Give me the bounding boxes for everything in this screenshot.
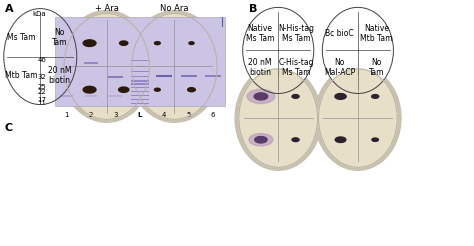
Text: kDa: kDa [33, 11, 46, 17]
Bar [131, 83, 149, 85]
Bar [131, 87, 149, 88]
Bar [131, 71, 149, 72]
Text: 22: 22 [38, 89, 46, 95]
Circle shape [247, 89, 275, 104]
Bar [131, 91, 149, 92]
Ellipse shape [4, 9, 77, 105]
Text: 25: 25 [38, 84, 46, 90]
Bar [131, 80, 149, 82]
Circle shape [249, 134, 273, 146]
Ellipse shape [319, 69, 397, 167]
Bar [84, 62, 99, 64]
Text: No
Tam: No Tam [369, 58, 384, 77]
Text: 46: 46 [37, 57, 46, 63]
Circle shape [155, 42, 160, 45]
Circle shape [372, 138, 378, 141]
Text: 4: 4 [162, 112, 166, 118]
Text: + Ara: + Ara [95, 4, 118, 13]
Bar [205, 75, 220, 77]
Bar [131, 76, 149, 77]
Text: No
Tam: No Tam [52, 28, 67, 47]
Ellipse shape [64, 14, 149, 119]
Text: L: L [137, 112, 142, 118]
Ellipse shape [243, 7, 314, 93]
Text: 6: 6 [211, 112, 215, 118]
Text: Mtb Tam: Mtb Tam [5, 71, 37, 80]
Bar [131, 95, 149, 96]
Text: Bc bioC: Bc bioC [325, 29, 354, 38]
Circle shape [372, 95, 379, 98]
Text: C: C [5, 123, 13, 133]
Circle shape [292, 95, 299, 98]
Circle shape [254, 93, 268, 100]
Ellipse shape [239, 69, 318, 167]
Ellipse shape [132, 14, 217, 119]
Text: N-His-tag
Ms Tam: N-His-tag Ms Tam [279, 24, 315, 43]
Circle shape [292, 138, 299, 141]
Bar [109, 95, 121, 97]
Circle shape [255, 137, 267, 143]
Text: A: A [5, 4, 13, 14]
Bar [181, 75, 197, 77]
Text: 3: 3 [113, 112, 118, 118]
Text: 32: 32 [37, 75, 46, 80]
Text: No
Mal-ACP: No Mal-ACP [324, 58, 355, 77]
Bar [108, 76, 123, 78]
Bar [156, 75, 173, 77]
Bar [131, 60, 149, 61]
Bar [55, 17, 225, 106]
Circle shape [188, 88, 195, 92]
Text: 11: 11 [37, 100, 46, 106]
Text: Native
Ms Tam: Native Ms Tam [246, 24, 274, 43]
Circle shape [335, 93, 346, 99]
Ellipse shape [315, 66, 401, 170]
Text: 17: 17 [37, 97, 46, 103]
Ellipse shape [322, 7, 393, 93]
Text: 20 nM
biotin: 20 nM biotin [47, 66, 71, 85]
Circle shape [189, 42, 194, 45]
Text: Native
Mtb Tam: Native Mtb Tam [360, 24, 392, 43]
Text: No Ara: No Ara [160, 4, 189, 13]
Bar [131, 103, 149, 104]
Text: B: B [249, 4, 257, 14]
Text: 1: 1 [64, 112, 69, 118]
Text: 5: 5 [186, 112, 191, 118]
Text: Ms Tam: Ms Tam [7, 33, 36, 42]
Circle shape [118, 87, 129, 92]
Ellipse shape [60, 11, 153, 122]
Circle shape [155, 88, 160, 91]
Text: 20 nM
biotin: 20 nM biotin [248, 58, 272, 77]
Bar [85, 95, 97, 97]
Circle shape [83, 40, 96, 46]
Text: 2: 2 [89, 112, 93, 118]
Ellipse shape [235, 66, 321, 170]
Bar [131, 99, 149, 100]
Circle shape [335, 137, 346, 142]
Ellipse shape [128, 11, 221, 122]
Bar [60, 95, 73, 97]
Circle shape [83, 86, 96, 93]
Circle shape [119, 41, 128, 45]
Text: C-His-tag
Ms Tam: C-His-tag Ms Tam [279, 58, 314, 77]
